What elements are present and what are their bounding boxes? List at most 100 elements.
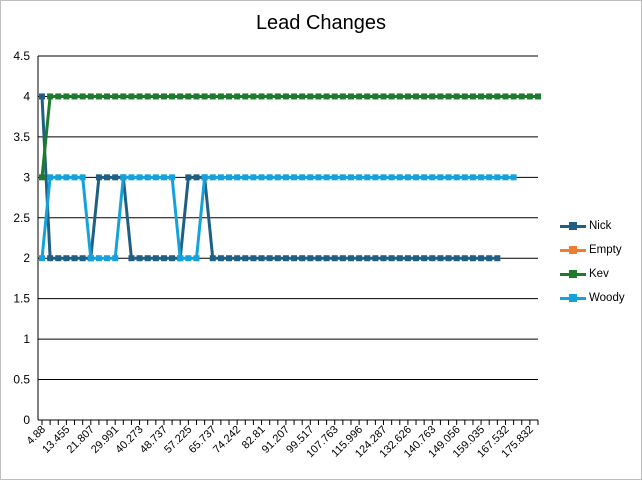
- data-point-kev: [347, 93, 354, 100]
- data-point-nick: [136, 255, 143, 262]
- data-point-woody: [63, 174, 70, 181]
- data-point-kev: [95, 93, 102, 100]
- data-point-woody: [339, 174, 346, 181]
- data-point-kev: [242, 93, 249, 100]
- data-point-woody: [144, 174, 151, 181]
- data-point-woody: [445, 174, 452, 181]
- data-point-kev: [535, 93, 541, 100]
- data-point-kev: [356, 93, 363, 100]
- data-point-woody: [266, 174, 273, 181]
- data-point-nick: [209, 255, 216, 262]
- data-point-woody: [388, 174, 395, 181]
- y-tick-label: 4: [23, 89, 30, 103]
- data-point-kev: [250, 93, 257, 100]
- data-point-kev: [445, 93, 452, 100]
- data-point-woody: [258, 174, 265, 181]
- data-point-nick: [372, 255, 379, 262]
- data-point-woody: [226, 174, 233, 181]
- legend-swatch: [560, 270, 586, 278]
- data-point-kev: [380, 93, 387, 100]
- data-point-woody: [282, 174, 289, 181]
- data-point-nick: [307, 255, 314, 262]
- data-point-kev: [421, 93, 428, 100]
- data-point-nick: [250, 255, 257, 262]
- data-point-woody: [71, 174, 78, 181]
- data-point-woody: [356, 174, 363, 181]
- data-point-woody: [372, 174, 379, 181]
- data-point-nick: [494, 255, 501, 262]
- data-point-nick: [323, 255, 330, 262]
- y-tick-label: 3: [23, 170, 30, 184]
- data-point-kev: [510, 93, 517, 100]
- data-point-nick: [104, 174, 111, 181]
- data-point-nick: [226, 255, 233, 262]
- data-point-nick: [469, 255, 476, 262]
- data-point-woody: [128, 174, 135, 181]
- data-point-woody: [323, 174, 330, 181]
- data-point-kev: [185, 93, 192, 100]
- data-point-kev: [63, 93, 70, 100]
- data-point-kev: [160, 93, 167, 100]
- data-point-nick: [63, 255, 70, 262]
- data-point-kev: [299, 93, 306, 100]
- data-point-kev: [486, 93, 493, 100]
- data-point-woody: [453, 174, 460, 181]
- data-point-woody: [47, 174, 54, 181]
- data-point-kev: [331, 93, 338, 100]
- data-point-kev: [258, 93, 265, 100]
- data-point-woody: [136, 174, 143, 181]
- data-point-kev: [396, 93, 403, 100]
- data-point-nick: [380, 255, 387, 262]
- data-point-kev: [274, 93, 281, 100]
- x-tick-label: 74.242: [211, 424, 243, 456]
- y-tick-label: 1.5: [13, 292, 30, 306]
- y-tick-label: 0.5: [13, 373, 30, 387]
- data-point-woody: [39, 255, 45, 262]
- data-point-woody: [209, 174, 216, 181]
- data-point-kev: [526, 93, 533, 100]
- data-point-nick: [461, 255, 468, 262]
- legend: Nick Empty Kev Woody: [560, 214, 640, 310]
- data-point-kev: [226, 93, 233, 100]
- data-point-kev: [169, 93, 176, 100]
- data-point-kev: [217, 93, 224, 100]
- data-point-woody: [421, 174, 428, 181]
- data-point-woody: [120, 174, 127, 181]
- data-point-nick: [128, 255, 135, 262]
- data-point-nick: [347, 255, 354, 262]
- data-point-woody: [502, 174, 509, 181]
- data-point-woody: [315, 174, 322, 181]
- y-tick-label: 2.5: [13, 211, 30, 225]
- data-point-woody: [494, 174, 501, 181]
- data-point-woody: [413, 174, 420, 181]
- data-point-nick: [396, 255, 403, 262]
- data-point-woody: [185, 255, 192, 262]
- data-point-nick: [274, 255, 281, 262]
- data-point-nick: [217, 255, 224, 262]
- data-point-woody: [478, 174, 485, 181]
- data-point-kev: [152, 93, 159, 100]
- data-point-woody: [469, 174, 476, 181]
- y-tick-label: 2: [23, 251, 30, 265]
- data-point-kev: [453, 93, 460, 100]
- data-point-woody: [201, 174, 208, 181]
- data-point-kev: [461, 93, 468, 100]
- data-point-nick: [404, 255, 411, 262]
- data-point-kev: [437, 93, 444, 100]
- data-point-kev: [388, 93, 395, 100]
- data-point-kev: [71, 93, 78, 100]
- data-point-woody: [347, 174, 354, 181]
- data-point-woody: [217, 174, 224, 181]
- data-point-nick: [486, 255, 493, 262]
- data-point-kev: [136, 93, 143, 100]
- legend-label: Woody: [589, 292, 625, 304]
- data-point-nick: [478, 255, 485, 262]
- data-point-woody: [250, 174, 257, 181]
- legend-label: Kev: [589, 268, 609, 280]
- data-point-woody: [404, 174, 411, 181]
- legend-item-kev: Kev: [560, 262, 640, 286]
- data-point-woody: [307, 174, 314, 181]
- data-point-nick: [291, 255, 298, 262]
